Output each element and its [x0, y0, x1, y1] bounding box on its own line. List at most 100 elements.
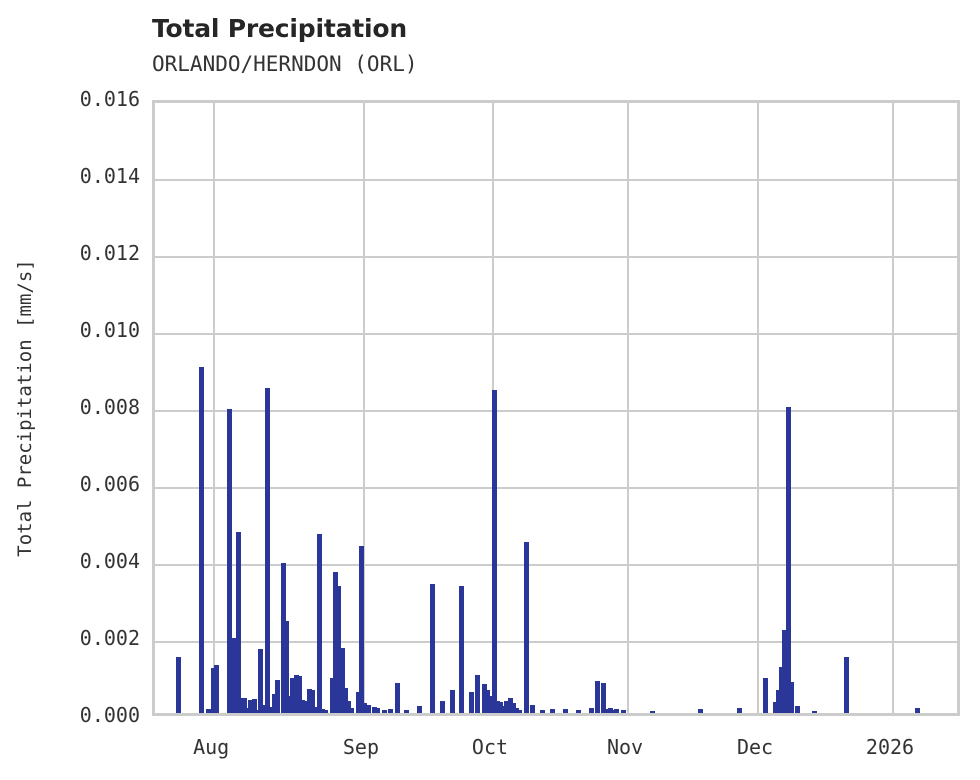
bar: [283, 620, 289, 713]
bar: [359, 545, 365, 713]
bar: [575, 709, 581, 713]
bar: [265, 387, 271, 713]
bar: [588, 708, 594, 713]
bar: [430, 584, 436, 713]
bar: [501, 706, 507, 713]
bar: [236, 532, 242, 713]
x-axis-tick-label: Oct: [471, 735, 509, 759]
bar: [604, 709, 610, 713]
bar: [339, 647, 345, 713]
bar: [375, 708, 381, 713]
chart-subtitle: ORLANDO/HERNDON (ORL): [152, 52, 418, 76]
bar: [782, 630, 788, 713]
bar: [417, 706, 423, 713]
bar: [594, 681, 600, 713]
gridline-horizontal: [155, 641, 957, 643]
bar: [293, 674, 299, 713]
bar: [404, 709, 410, 713]
bar: [485, 689, 491, 713]
bar: [494, 701, 500, 713]
bar: [271, 693, 277, 713]
bar: [785, 406, 791, 713]
bar: [342, 687, 348, 713]
bar: [362, 703, 368, 713]
bar: [320, 709, 326, 713]
bar: [614, 709, 620, 713]
x-axis-tick-label: Sep: [342, 735, 379, 759]
bar: [475, 674, 481, 713]
bar: [280, 563, 286, 713]
bar: [261, 705, 267, 713]
bar: [336, 585, 342, 713]
bar: [241, 698, 247, 713]
bar: [349, 708, 355, 713]
bar: [175, 656, 181, 713]
y-axis-tick-label: 0.006: [79, 472, 140, 496]
bar: [530, 705, 536, 713]
gridline-horizontal: [155, 487, 957, 489]
y-axis-tick-label: 0.008: [79, 395, 140, 419]
gridline-vertical: [213, 103, 216, 713]
bar: [788, 682, 794, 713]
bar: [510, 703, 516, 713]
bar: [275, 680, 280, 713]
bar: [481, 684, 487, 713]
bar: [230, 637, 236, 713]
bar: [317, 533, 323, 713]
bar: [251, 699, 257, 713]
gridline-horizontal: [155, 564, 957, 566]
bar: [227, 408, 233, 713]
bar: [498, 702, 504, 713]
bar: [309, 689, 315, 713]
bar: [914, 708, 920, 713]
bar: [394, 682, 400, 713]
bar: [346, 701, 352, 713]
page-title: Total Precipitation: [152, 14, 407, 43]
bar: [323, 709, 329, 713]
bar: [371, 707, 377, 713]
bar: [795, 706, 801, 713]
bar: [507, 697, 513, 713]
gridline-vertical: [627, 103, 629, 713]
bar: [620, 709, 626, 713]
bar: [488, 695, 494, 713]
gridline-horizontal: [155, 179, 957, 181]
bar: [523, 541, 529, 713]
bar: [329, 678, 335, 713]
bar: [388, 709, 394, 713]
y-axis-tick-labels: 0.000 0.002 0.004 0.006 0.008 0.010 0.012 0.014…: [0, 87, 140, 727]
bar: [258, 649, 264, 713]
bar: [459, 585, 465, 713]
bar: [313, 707, 319, 713]
bar: [303, 701, 309, 713]
bar: [333, 572, 339, 713]
bar: [213, 664, 219, 713]
bar: [649, 710, 655, 713]
x-axis-tick-label: Nov: [606, 735, 644, 759]
bar: [611, 709, 617, 713]
plot-area: [152, 100, 960, 716]
bar: [268, 707, 274, 713]
bar: [296, 676, 302, 713]
x-axis-tick-label: 2026: [865, 735, 915, 759]
bar: [607, 708, 613, 713]
y-axis-tick-label: 0.004: [79, 549, 140, 573]
bar: [843, 656, 849, 713]
x-axis-tick-label: Dec: [736, 735, 774, 759]
bar: [232, 703, 238, 713]
gridline-horizontal: [155, 410, 957, 412]
bar: [468, 691, 474, 713]
bar: [245, 708, 251, 713]
bar: [365, 705, 371, 713]
bar: [540, 709, 546, 713]
bar: [562, 709, 568, 713]
y-axis-tick-label: 0.012: [79, 241, 140, 265]
bar: [248, 699, 254, 713]
gridline-horizontal: [155, 256, 957, 258]
gridline-vertical: [892, 103, 895, 713]
bar: [254, 709, 260, 713]
bar: [300, 699, 306, 713]
bar: [517, 709, 523, 713]
bar: [514, 708, 520, 713]
y-axis-tick-label: 0.014: [79, 164, 140, 188]
